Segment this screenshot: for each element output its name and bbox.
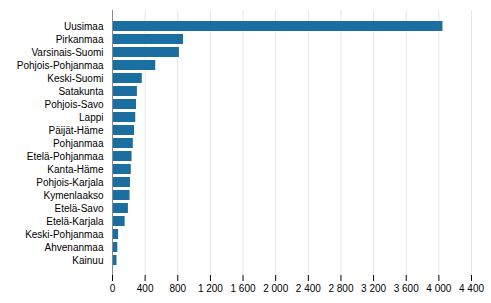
svg-text:Satakunta: Satakunta bbox=[58, 86, 103, 97]
svg-text:3 200: 3 200 bbox=[361, 283, 386, 294]
svg-text:400: 400 bbox=[137, 283, 154, 294]
svg-text:4 000: 4 000 bbox=[426, 283, 451, 294]
svg-text:Pirkanmaa: Pirkanmaa bbox=[56, 34, 104, 45]
svg-text:800: 800 bbox=[169, 283, 186, 294]
svg-text:1 200: 1 200 bbox=[198, 283, 223, 294]
svg-text:3 600: 3 600 bbox=[394, 283, 419, 294]
svg-text:2 800: 2 800 bbox=[328, 283, 353, 294]
svg-text:2 000: 2 000 bbox=[263, 283, 288, 294]
svg-text:Pohjois-Karjala: Pohjois-Karjala bbox=[36, 177, 104, 188]
svg-text:Päijät-Häme: Päijät-Häme bbox=[48, 125, 103, 136]
svg-text:Kainuu: Kainuu bbox=[72, 255, 103, 266]
svg-text:2 400: 2 400 bbox=[296, 283, 321, 294]
svg-text:4 400: 4 400 bbox=[459, 283, 484, 294]
svg-text:Kymenlaakso: Kymenlaakso bbox=[43, 190, 103, 201]
svg-text:Etelä-Pohjanmaa: Etelä-Pohjanmaa bbox=[27, 151, 104, 162]
svg-text:Pohjanmaa: Pohjanmaa bbox=[53, 138, 104, 149]
svg-text:Ahvenanmaa: Ahvenanmaa bbox=[45, 242, 104, 253]
svg-text:1 600: 1 600 bbox=[231, 283, 256, 294]
svg-text:Uusimaa: Uusimaa bbox=[64, 21, 104, 32]
svg-text:Etelä-Savo: Etelä-Savo bbox=[55, 203, 104, 214]
svg-text:Keski-Suomi: Keski-Suomi bbox=[47, 73, 103, 84]
svg-text:Kanta-Häme: Kanta-Häme bbox=[47, 164, 104, 175]
svg-text:Lappi: Lappi bbox=[79, 112, 103, 123]
svg-text:Keski-Pohjanmaa: Keski-Pohjanmaa bbox=[25, 229, 104, 240]
svg-text:Pohjois-Savo: Pohjois-Savo bbox=[45, 99, 104, 110]
svg-text:0: 0 bbox=[110, 283, 116, 294]
svg-text:Pohjois-Pohjanmaa: Pohjois-Pohjanmaa bbox=[17, 60, 104, 71]
svg-text:Varsinais-Suomi: Varsinais-Suomi bbox=[31, 47, 103, 58]
svg-text:Etelä-Karjala: Etelä-Karjala bbox=[46, 216, 104, 227]
